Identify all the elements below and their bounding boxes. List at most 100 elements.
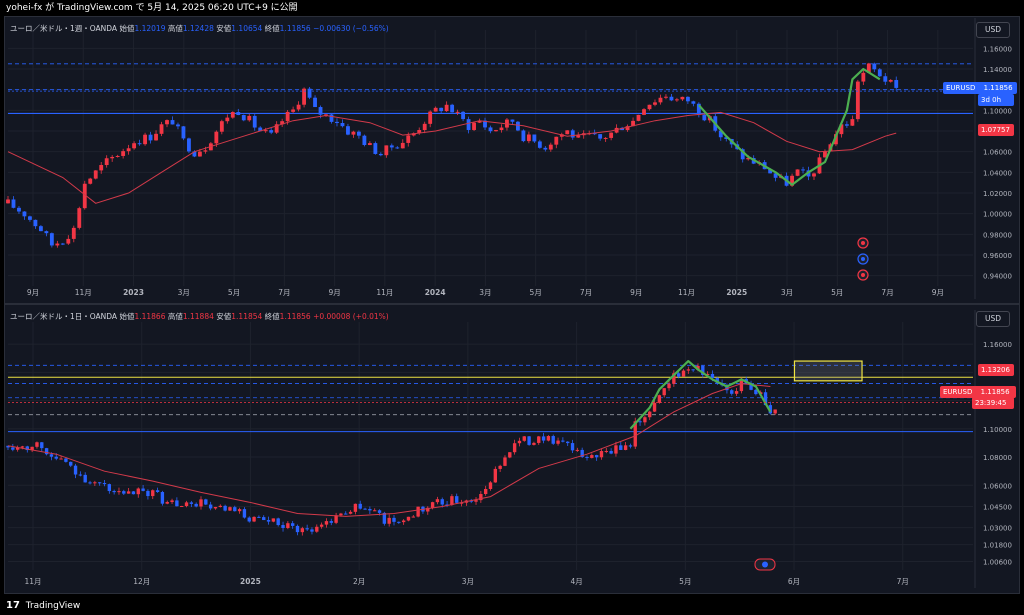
daily-candle [541,436,546,441]
daily-candle [15,447,20,450]
weekly-candle [356,131,361,136]
daily-candle [691,369,695,371]
weekly-x-tick: 5月 [530,288,542,297]
daily-candle [49,454,54,457]
weekly-low-value: 1.10654 [231,24,263,33]
weekly-candle [494,130,498,132]
daily-candle [773,409,777,414]
daily-candle [373,510,377,512]
weekly-x-tick: 3月 [479,288,491,297]
weekly-candle [702,114,707,121]
daily-candle [435,499,440,503]
daily-candle [20,446,25,448]
daily-countdown-tag: 23:39:45 [972,397,1014,409]
daily-ma-tag: 1.13206 [978,364,1014,376]
daily-candle [213,506,218,509]
weekly-close-label: 終値 [264,24,280,33]
weekly-candle [866,63,871,73]
daily-currency-button[interactable]: USD [976,311,1010,327]
daily-candle [83,474,87,483]
weekly-candle [307,88,312,98]
daily-candle [628,445,633,447]
daily-candle [474,500,478,502]
daily-candle [64,458,68,462]
weekly-candle [126,148,131,152]
daily-candle [223,505,227,511]
daily-candle [208,504,213,509]
weekly-candle [165,120,169,125]
weekly-x-tick: 9月 [932,288,944,297]
publish-info-bar: yohei-fx が TradingView.com で 5月 14, 2025… [0,0,1024,16]
weekly-flag-icon [857,269,869,281]
weekly-candle [795,169,800,176]
weekly-candle [483,120,487,128]
daily-candle [479,494,483,501]
daily-candle [151,490,155,497]
daily-candle [353,503,358,512]
daily-x-tick: 2月 [353,577,365,586]
daily-candle [387,517,391,524]
weekly-candle [115,155,120,157]
weekly-currency-button[interactable]: USD [976,22,1010,38]
daily-candle [652,402,657,412]
weekly-x-tick: 2023 [123,288,144,297]
daily-candle [508,452,512,458]
daily-candle [575,449,580,451]
daily-candle [749,383,753,390]
daily-open-label: 始値 [119,312,135,321]
daily-candle [233,507,237,512]
weekly-y-tick: 1.04000 [983,169,1012,177]
weekly-x-tick: 3月 [781,288,793,297]
weekly-candle [790,175,794,186]
weekly-candle [515,121,520,131]
weekly-legend: ユーロ／米ドル・1週・OANDA 始値1.12019 高値1.12428 安値1… [10,23,389,34]
daily-candle [286,523,290,528]
weekly-candle [537,141,542,148]
daily-candle [165,502,169,504]
weekly-candle [329,114,334,122]
weekly-candle [143,134,147,145]
daily-candle [705,373,710,375]
daily-x-tick: 3月 [462,577,474,586]
daily-y-tick: 1.00600 [983,559,1012,567]
weekly-candle [373,143,378,154]
daily-wave-line [629,360,772,430]
daily-candle [117,491,121,493]
weekly-moving-average-line [7,111,897,204]
weekly-candle [378,153,383,156]
daily-candle [266,520,271,522]
weekly-panel: 1.160001.140001.120001.100001.080001.060… [4,18,1020,305]
weekly-candle [592,133,597,135]
weekly-candle [318,107,323,115]
daily-candle [676,373,681,377]
daily-candle [242,509,247,518]
weekly-candle [230,112,235,118]
weekly-candle [291,109,296,112]
daily-high-label: 高値 [167,312,183,321]
weekly-x-tick: 11月 [678,288,695,297]
weekly-candle [428,111,433,124]
daily-candle [368,508,372,511]
daily-candle [730,390,734,394]
weekly-x-tick: 3月 [178,288,190,297]
weekly-candle [439,107,444,112]
weekly-open-value: 1.12019 [134,24,166,33]
weekly-price-tag: EURUSD 1.11856 [943,82,1017,94]
weekly-y-tick: 0.98000 [983,231,1012,239]
weekly-candle [740,149,745,160]
daily-price-symbol: EURUSD [943,388,973,396]
weekly-x-tick: 7月 [881,288,893,297]
weekly-candle [247,115,252,121]
daily-candle [102,483,107,485]
daily-low-value: 1.11854 [231,312,263,321]
daily-candle [11,447,15,450]
daily-candle [401,520,406,523]
daily-x-tick: 6月 [788,577,800,586]
weekly-candle [154,133,158,141]
weekly-candle [6,199,10,204]
weekly-candle [159,124,164,134]
daily-candle [382,512,387,524]
daily-x-tick: 2025 [240,577,261,586]
weekly-candle [883,76,888,82]
